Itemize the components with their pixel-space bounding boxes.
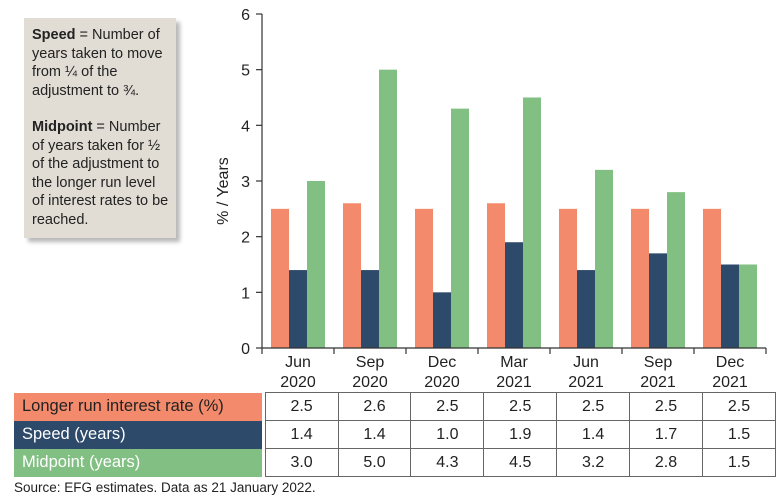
- midpoint-definition: Midpoint = Number of years taken for ½ o…: [32, 118, 170, 229]
- bar-speed-6: [721, 264, 739, 348]
- table-cell: 2.5: [410, 392, 485, 421]
- row-label: Midpoint (years): [14, 448, 262, 477]
- table-cell: 4.3: [410, 448, 485, 477]
- row-label: Longer run interest rate (%): [14, 392, 262, 421]
- x-tick-label: Jun: [573, 354, 599, 371]
- y-tick-label: 1: [241, 285, 250, 302]
- table-cell: 5.0: [337, 448, 412, 477]
- table-cell: 4.5: [483, 448, 558, 477]
- bar-longer-4: [559, 208, 577, 348]
- table-cell: 2.5: [701, 392, 776, 421]
- bar-speed-0: [289, 270, 307, 348]
- x-tick-label: Dec: [716, 354, 744, 371]
- table-cell: 1.5: [701, 420, 776, 449]
- midpoint-text: = Number of years taken for ½ of the adj…: [32, 119, 169, 228]
- bar-longer-0: [271, 208, 289, 348]
- x-tick-label: 2021: [496, 374, 532, 391]
- row-label: Speed (years): [14, 420, 262, 449]
- speed-term: Speed: [32, 27, 76, 43]
- table-cell: 2.5: [483, 392, 558, 421]
- bar-midpoint-0: [307, 181, 325, 348]
- table-cell: 1.4: [556, 420, 631, 449]
- bar-chart: 0 1 2 3 4 5 6 Jun 2020 Sep 2020 Dec 2020 Mar 2021 Jun 2…: [215, 7, 767, 391]
- table-cell: 3.0: [264, 448, 339, 477]
- x-tick-label: Jun: [285, 354, 311, 371]
- x-tick-label: 2020: [280, 374, 316, 391]
- x-tick-label: 2021: [712, 374, 748, 391]
- bar-longer-3: [487, 203, 505, 348]
- table-cell: 2.6: [337, 392, 412, 421]
- x-tick-label: Sep: [356, 354, 385, 371]
- x-tick-label: Dec: [428, 354, 456, 371]
- bar-speed-1: [361, 270, 379, 348]
- table-cell: 2.5: [264, 392, 339, 421]
- table-cell: 2.5: [629, 392, 703, 421]
- bar-midpoint-4: [595, 169, 613, 348]
- bar-midpoint-3: [523, 97, 541, 348]
- bar-speed-5: [649, 253, 667, 348]
- table-cell: 2.5: [556, 392, 631, 421]
- bar-speed-2: [433, 292, 451, 348]
- y-tick-label: 3: [241, 174, 250, 191]
- midpoint-term: Midpoint: [32, 119, 93, 135]
- table-cell: 2.8: [629, 448, 703, 477]
- bar-speed-3: [505, 242, 523, 348]
- bar-longer-2: [415, 208, 433, 348]
- bar-midpoint-1: [379, 69, 397, 349]
- source-note: Source: EFG estimates. Data as 21 Januar…: [14, 480, 316, 495]
- bar-midpoint-6: [739, 264, 757, 348]
- bar-speed-4: [577, 270, 595, 348]
- x-tick-label: 2020: [352, 374, 388, 391]
- table-row: Speed (years) 1.4 1.4 1.0 1.9 1.4 1.7 1.…: [14, 420, 776, 449]
- y-tick-label: 2: [241, 230, 250, 247]
- table-cell: 1.9: [483, 420, 558, 449]
- bar-midpoint-2: [451, 108, 469, 348]
- table-row: Longer run interest rate (%) 2.5 2.6 2.5…: [14, 392, 776, 421]
- x-tick-label: Sep: [644, 354, 673, 371]
- y-tick-label: 5: [241, 63, 250, 80]
- y-tick-label: 0: [241, 341, 250, 358]
- speed-text: = Number of years taken to move from ¼ o…: [32, 27, 163, 99]
- table-row: Midpoint (years) 3.0 5.0 4.3 4.5 3.2 2.8…: [14, 448, 776, 477]
- table-cell: 1.7: [629, 420, 703, 449]
- bar-longer-1: [343, 203, 361, 348]
- bar-longer-6: [703, 208, 721, 348]
- y-tick-label: 4: [241, 118, 250, 135]
- y-tick-label: 6: [241, 7, 250, 24]
- x-tick-label: 2021: [640, 374, 676, 391]
- table-cell: 1.4: [337, 420, 412, 449]
- table-cell: 1.5: [701, 448, 776, 477]
- x-tick-label: Mar: [500, 354, 528, 371]
- x-tick-label: 2021: [568, 374, 604, 391]
- speed-definition: Speed = Number of years taken to move fr…: [32, 26, 170, 100]
- definitions-note: Speed = Number of years taken to move fr…: [24, 18, 176, 238]
- x-tick-label: 2020: [424, 374, 460, 391]
- y-axis-label: % / Years: [215, 157, 232, 225]
- table-cell: 1.0: [410, 420, 485, 449]
- table-cell: 1.4: [264, 420, 339, 449]
- bar-longer-5: [631, 208, 649, 348]
- bar-midpoint-5: [667, 192, 685, 348]
- table-cell: 3.2: [556, 448, 631, 477]
- data-table: Longer run interest rate (%) 2.5 2.6 2.5…: [14, 392, 776, 477]
